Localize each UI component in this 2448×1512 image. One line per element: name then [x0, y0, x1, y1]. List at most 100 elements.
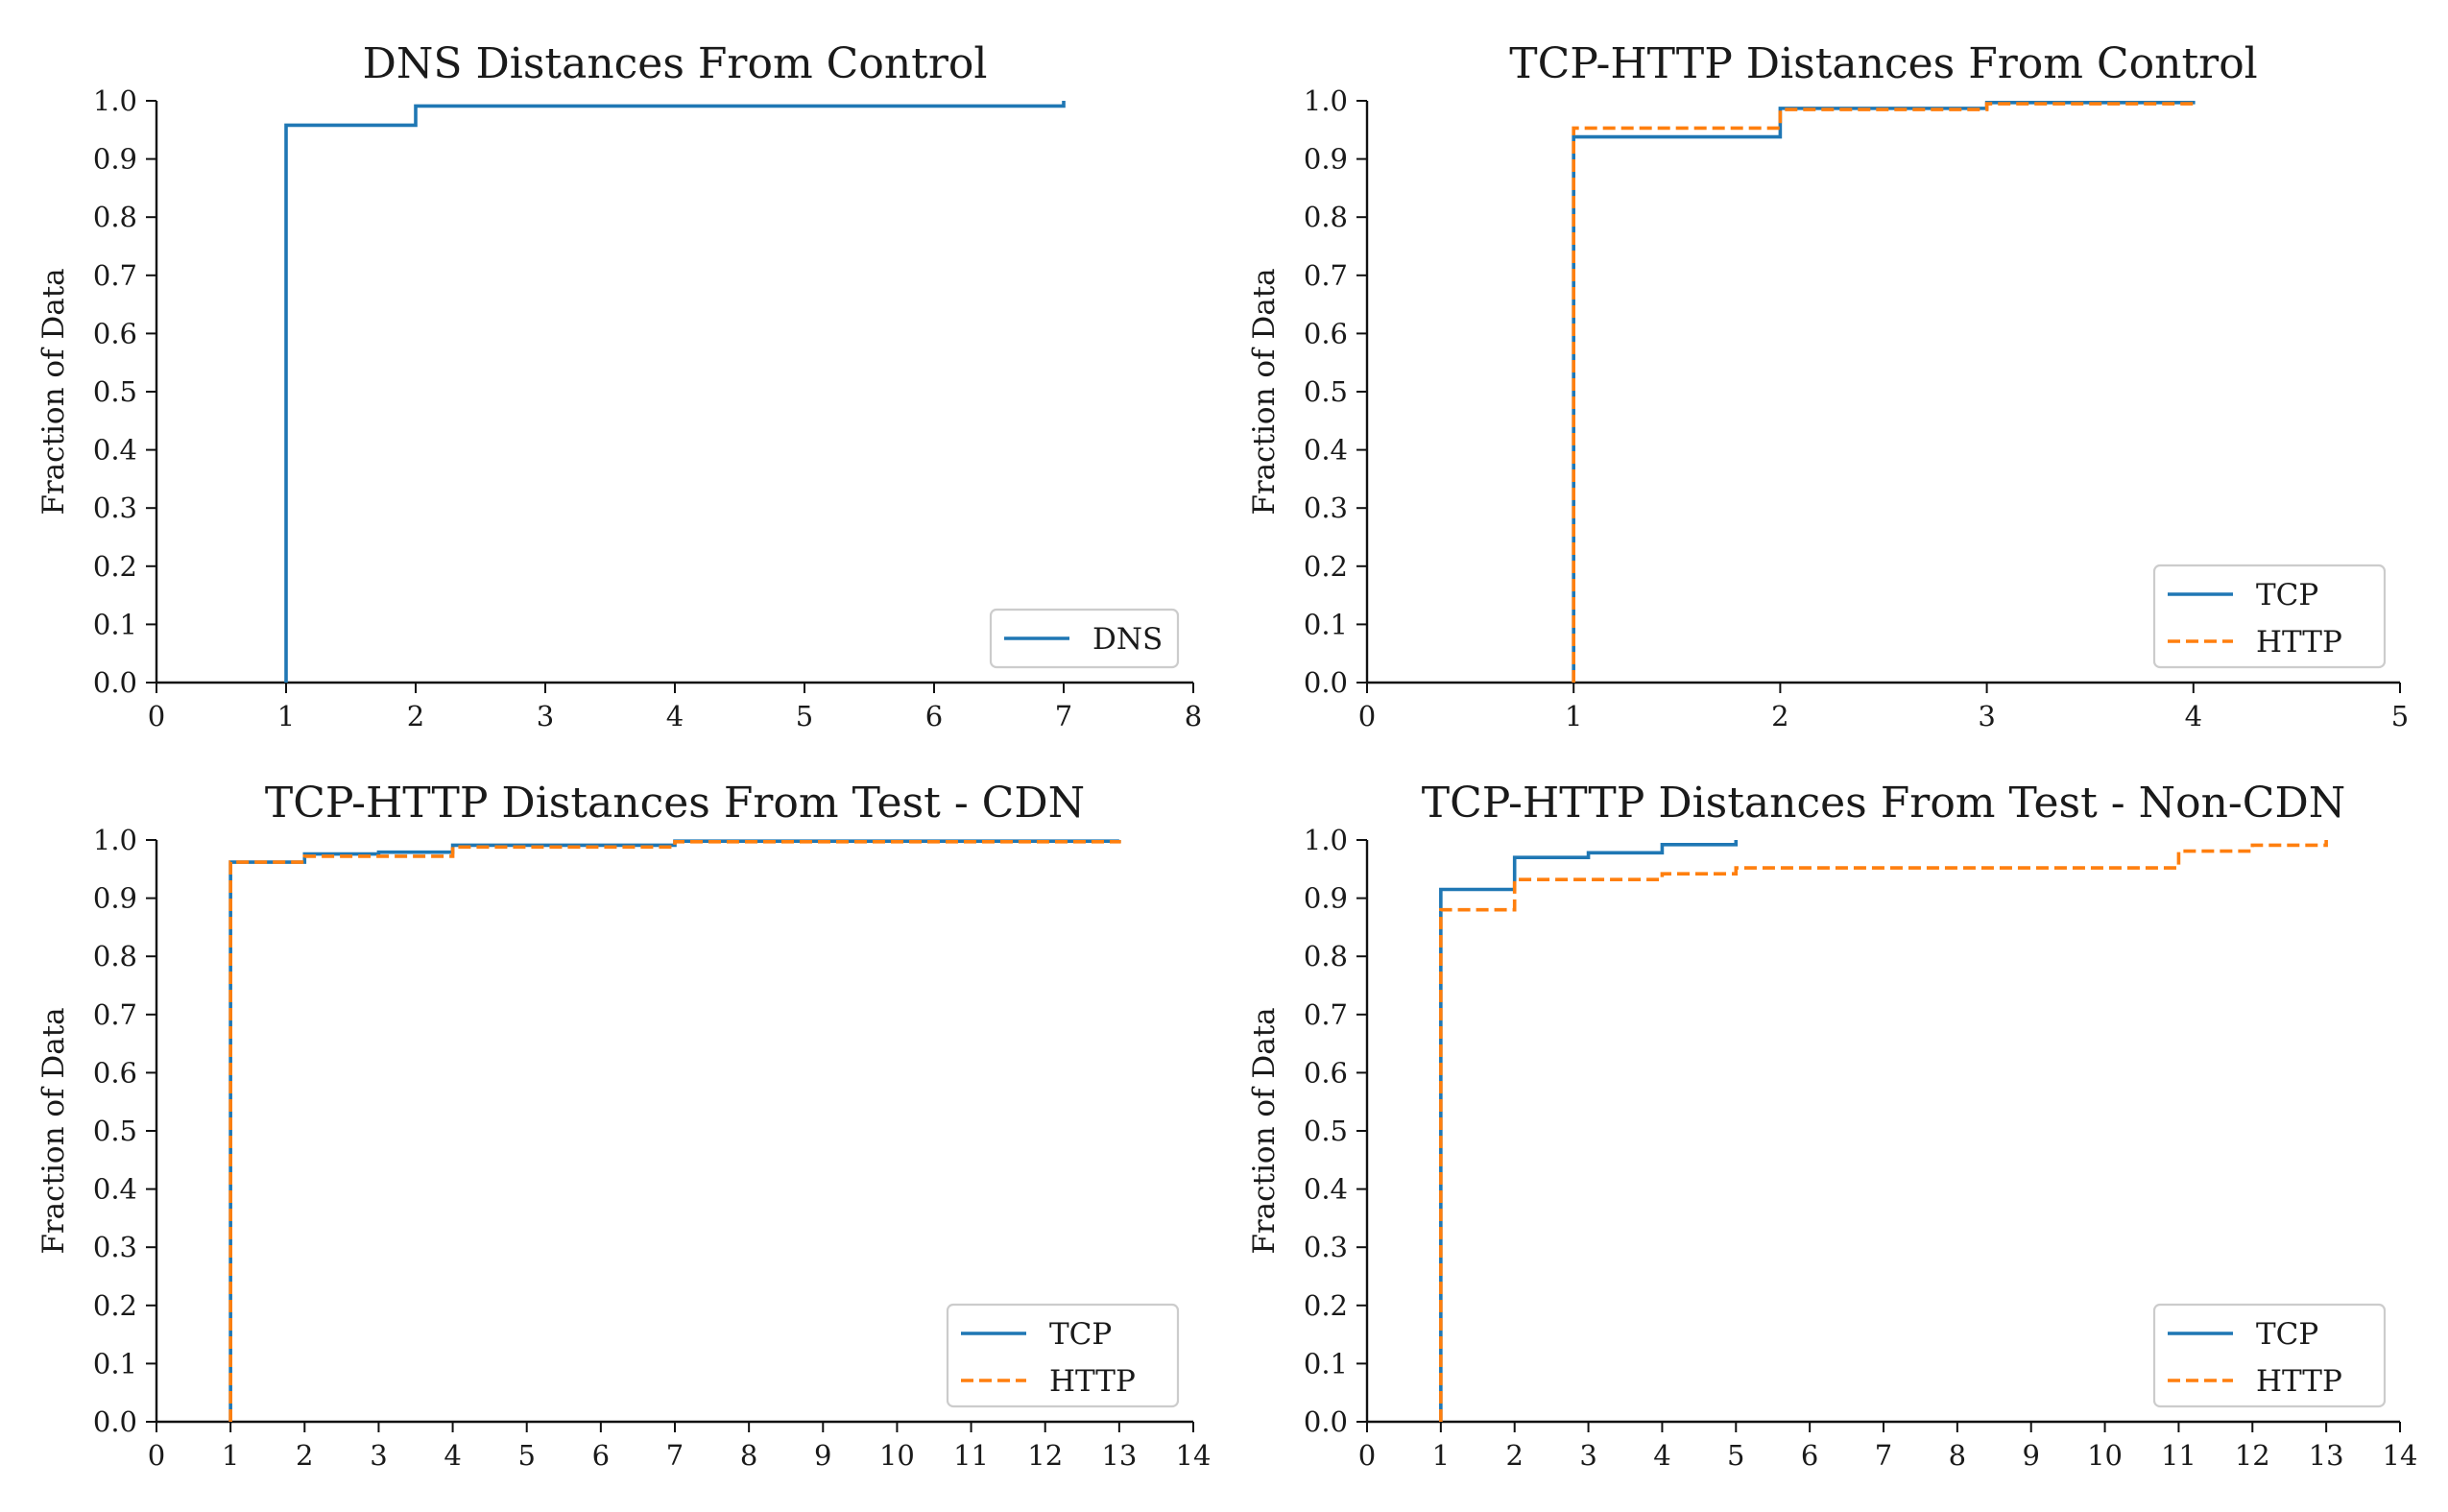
y-tick-label: 0.2 [93, 550, 137, 583]
legend-box [989, 608, 1180, 669]
y-tick-label: 0.1 [1304, 608, 1348, 640]
y-tick-label: 0.4 [93, 1173, 137, 1206]
series-line-dns [284, 101, 1066, 683]
y-tick-label: 0.7 [93, 259, 137, 292]
y-tick-label: 0.9 [1304, 882, 1348, 915]
y-tick-label: 0.3 [93, 1231, 137, 1263]
y-tick-label: 0.5 [93, 1115, 137, 1147]
y-tick-label: 1.0 [93, 824, 137, 856]
x-tick-label: 10 [2087, 1439, 2123, 1472]
y-tick-label: 0.0 [93, 1405, 137, 1438]
chart-panel-4: TCP-HTTP Distances From Test - Non-CDN Fr… [1247, 779, 2417, 1472]
y-tick-label: 0.2 [1304, 550, 1348, 583]
x-tick-label: 5 [796, 700, 813, 732]
x-tick-label: 4 [1653, 1439, 1670, 1472]
y-tick-label: 0.6 [1304, 317, 1348, 349]
chart-panel-1: DNS Distances From Control Fraction of Da… [36, 39, 1202, 732]
x-tick-label: 3 [1579, 1439, 1596, 1472]
y-tick-label: 0.7 [1304, 259, 1348, 292]
x-tick-label: 8 [740, 1439, 757, 1472]
x-tick-label: 5 [1727, 1439, 1744, 1472]
y-tick-label: 0.2 [93, 1289, 137, 1322]
y-tick-label: 0.4 [1304, 434, 1348, 467]
x-tick-label: 2 [1505, 1439, 1523, 1472]
x-tick-label: 6 [925, 700, 943, 732]
y-axis-label: Fraction of Data [36, 1007, 71, 1254]
y-tick-label: 0.0 [93, 666, 137, 699]
y-tick-label: 0.2 [1304, 1289, 1348, 1322]
y-tick-label: 1.0 [1304, 824, 1348, 856]
y-tick-label: 0.1 [93, 1347, 137, 1380]
x-tick-label: 11 [2161, 1439, 2196, 1472]
y-axis-label: Fraction of Data [1247, 1007, 1282, 1254]
legend-label: TCP [2256, 578, 2318, 612]
x-tick-label: 0 [1358, 1439, 1376, 1472]
y-tick-label: 0.6 [1304, 1056, 1348, 1089]
y-axis-label: Fraction of Data [36, 268, 71, 515]
y-tick-label: 0.3 [1304, 492, 1348, 524]
chart-panel-3: TCP-HTTP Distances From Test - CDN Fracti… [36, 779, 1211, 1472]
y-tick-label: 0.4 [1304, 1173, 1348, 1206]
x-tick-label: 14 [1176, 1439, 1212, 1472]
chart-title: TCP-HTTP Distances From Test - Non-CDN [1422, 779, 2345, 828]
x-tick-label: 6 [592, 1439, 610, 1472]
x-tick-label: 0 [148, 1439, 165, 1472]
x-tick-label: 9 [814, 1439, 831, 1472]
x-tick-label: 8 [1949, 1439, 1966, 1472]
x-tick-label: 5 [2391, 700, 2409, 732]
legend: TCP HTTP [2152, 1303, 2387, 1408]
y-tick-label: 0.0 [1304, 666, 1348, 699]
y-tick-label: 0.9 [93, 882, 137, 915]
x-tick-label: 1 [222, 1439, 239, 1472]
x-tick-label: 14 [2383, 1439, 2418, 1472]
x-tick-label: 7 [1055, 700, 1072, 732]
y-tick-label: 0.7 [1304, 998, 1348, 1031]
y-tick-label: 0.5 [93, 375, 137, 408]
y-tick-label: 0.8 [93, 201, 137, 233]
y-tick-label: 0.1 [93, 608, 137, 640]
x-tick-label: 0 [148, 700, 165, 732]
x-tick-label: 0 [1358, 700, 1376, 732]
y-tick-label: 0.6 [93, 1056, 137, 1089]
chart-title: TCP-HTTP Distances From Control [1509, 39, 2258, 88]
x-tick-label: 3 [370, 1439, 387, 1472]
chart-panel-2: TCP-HTTP Distances From Control Fraction … [1247, 39, 2409, 732]
legend-label: TCP [2256, 1317, 2318, 1352]
x-tick-label: 4 [2185, 700, 2202, 732]
x-tick-label: 4 [666, 700, 684, 732]
legend: DNS [989, 608, 1180, 669]
x-tick-label: 7 [666, 1439, 684, 1472]
y-tick-label: 1.0 [93, 84, 137, 117]
chart-title: DNS Distances From Control [363, 39, 988, 88]
x-tick-label: 2 [1771, 700, 1788, 732]
y-tick-label: 0.8 [1304, 940, 1348, 972]
series-line-http [228, 840, 1121, 1422]
legend-label: TCP [1049, 1317, 1112, 1352]
y-tick-label: 0.3 [93, 492, 137, 524]
x-tick-label: 5 [517, 1439, 535, 1472]
series-line-http [1572, 101, 2196, 683]
legend-label: HTTP [1049, 1364, 1136, 1399]
x-tick-label: 9 [2022, 1439, 2039, 1472]
x-tick-label: 10 [879, 1439, 915, 1472]
x-tick-label: 13 [2309, 1439, 2344, 1472]
x-tick-label: 12 [1027, 1439, 1063, 1472]
x-tick-label: 1 [277, 700, 295, 732]
x-tick-label: 13 [1101, 1439, 1137, 1472]
y-tick-label: 0.9 [93, 143, 137, 176]
legend-label: HTTP [2256, 1364, 2342, 1399]
x-tick-label: 2 [296, 1439, 313, 1472]
y-tick-label: 0.6 [93, 317, 137, 349]
x-tick-label: 11 [953, 1439, 989, 1472]
y-axis-label: Fraction of Data [1247, 268, 1282, 515]
y-tick-label: 0.7 [93, 998, 137, 1031]
x-tick-label: 1 [1565, 700, 1582, 732]
legend-label: HTTP [2256, 625, 2342, 660]
legend-label: DNS [1092, 622, 1163, 657]
x-tick-label: 6 [1801, 1439, 1818, 1472]
y-tick-label: 0.4 [93, 434, 137, 467]
y-tick-label: 0.3 [1304, 1231, 1348, 1263]
y-tick-label: 0.0 [1304, 1405, 1348, 1438]
x-tick-label: 12 [2235, 1439, 2270, 1472]
